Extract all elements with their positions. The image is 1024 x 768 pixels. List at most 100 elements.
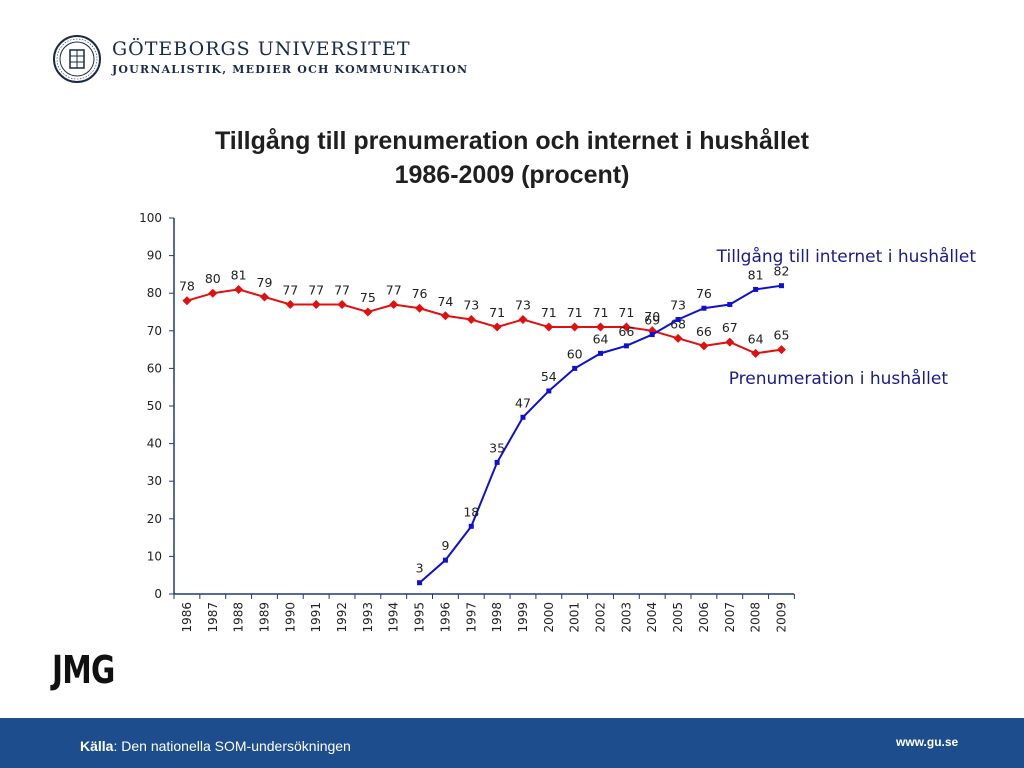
data-point-marker [337,299,347,309]
series-name-subscription: Prenumeration i hushållet [729,368,949,389]
data-label: 73 [463,298,479,313]
x-tick-label: 1989 [257,602,271,633]
chart-title: Tillgång till prenumeration och internet… [112,124,912,192]
chart-title-line-1: Tillgång till prenumeration och internet… [214,127,810,155]
data-label: 66 [696,324,712,339]
footer-bar: Källa: Den nationella SOM-undersökningen… [0,718,1024,768]
x-tick-label: 2004 [645,602,659,633]
data-point-marker [520,414,526,420]
source-note: Källa: Den nationella SOM-undersökningen [80,738,351,754]
data-point-marker [208,288,218,298]
data-point-marker [234,284,244,294]
data-label: 71 [593,305,609,320]
data-label: 68 [670,316,686,331]
data-label: 79 [257,275,273,290]
data-label: 60 [567,346,583,361]
data-label: 76 [412,286,428,301]
y-tick-label: 20 [147,512,162,526]
data-label: 77 [308,282,324,297]
y-tick-label: 100 [139,211,162,225]
department-name: JOURNALISTIK, MEDIER OCH KOMMUNIKATION [112,63,469,76]
data-label: 81 [748,267,764,282]
data-label: 78 [179,279,195,294]
data-point-marker [701,305,707,311]
x-tick-label: 2008 [749,602,763,633]
data-label: 71 [541,305,557,320]
x-tick-label: 2006 [697,602,711,633]
x-tick-label: 2001 [568,602,582,633]
data-label: 70 [644,309,660,324]
data-point-marker [182,296,192,306]
data-label: 66 [618,324,634,339]
data-point-marker [751,348,761,358]
data-label: 9 [441,538,449,553]
data-point-marker [699,341,709,351]
x-tick-label: 2000 [542,602,556,633]
x-tick-label: 1999 [516,602,530,633]
data-point-marker [415,303,425,313]
y-tick-label: 90 [147,249,162,263]
data-label: 75 [360,290,376,305]
data-label: 80 [205,271,221,286]
website-link[interactable]: www.gu.se [896,735,959,749]
data-label: 73 [670,298,686,313]
data-point-marker [492,322,502,332]
y-tick-label: 60 [147,361,162,375]
data-label: 54 [541,369,557,384]
data-label: 18 [463,504,479,519]
x-tick-label: 2003 [619,602,633,633]
data-point-marker [389,299,399,309]
university-seal-icon [53,35,101,83]
data-point-marker [417,580,423,586]
x-tick-label: 1990 [283,602,297,633]
data-label: 74 [437,294,453,309]
data-label: 81 [231,267,247,282]
data-label: 47 [515,395,531,410]
x-tick-label: 1986 [180,602,194,633]
x-tick-label: 1998 [490,602,504,633]
data-point-marker [596,322,606,332]
data-label: 77 [334,282,350,297]
x-tick-label: 1997 [464,602,478,633]
x-tick-label: 1993 [361,602,375,633]
data-label: 82 [774,264,790,279]
data-label: 73 [515,298,531,313]
data-label: 67 [722,320,738,335]
y-tick-label: 40 [147,437,162,451]
data-point-marker [285,299,295,309]
x-tick-label: 1991 [309,602,323,633]
x-tick-label: 1995 [413,602,427,633]
y-tick-label: 30 [147,474,162,488]
data-point-marker [776,345,786,355]
x-tick-label: 2005 [671,602,685,633]
data-point-marker [494,459,500,465]
data-point-marker [778,283,784,289]
x-tick-label: 1994 [387,602,401,633]
y-tick-label: 80 [147,286,162,300]
source-text: : Den nationella SOM-undersökningen [113,738,351,754]
data-point-marker [546,388,552,394]
data-point-marker [466,315,476,325]
data-point-marker [518,315,528,325]
data-label: 76 [696,286,712,301]
y-tick-label: 50 [147,399,162,413]
data-point-marker [440,311,450,321]
x-tick-label: 1987 [206,602,220,633]
data-label: 65 [774,328,790,343]
data-point-marker [675,317,681,323]
data-point-marker [725,337,735,347]
data-label: 3 [416,561,424,576]
source-label: Källa [80,738,114,754]
data-point-marker [442,557,448,563]
x-tick-label: 2007 [723,602,737,633]
data-point-marker [598,350,604,356]
jmg-logo: JMG [52,648,115,692]
data-point-marker [727,301,733,307]
university-name: GÖTEBORGS UNIVERSITET [112,38,411,60]
data-label: 77 [282,282,298,297]
data-label: 71 [618,305,634,320]
data-point-marker [570,322,580,332]
y-tick-label: 0 [154,587,162,601]
data-point-marker [311,299,321,309]
data-point-marker [572,365,578,371]
